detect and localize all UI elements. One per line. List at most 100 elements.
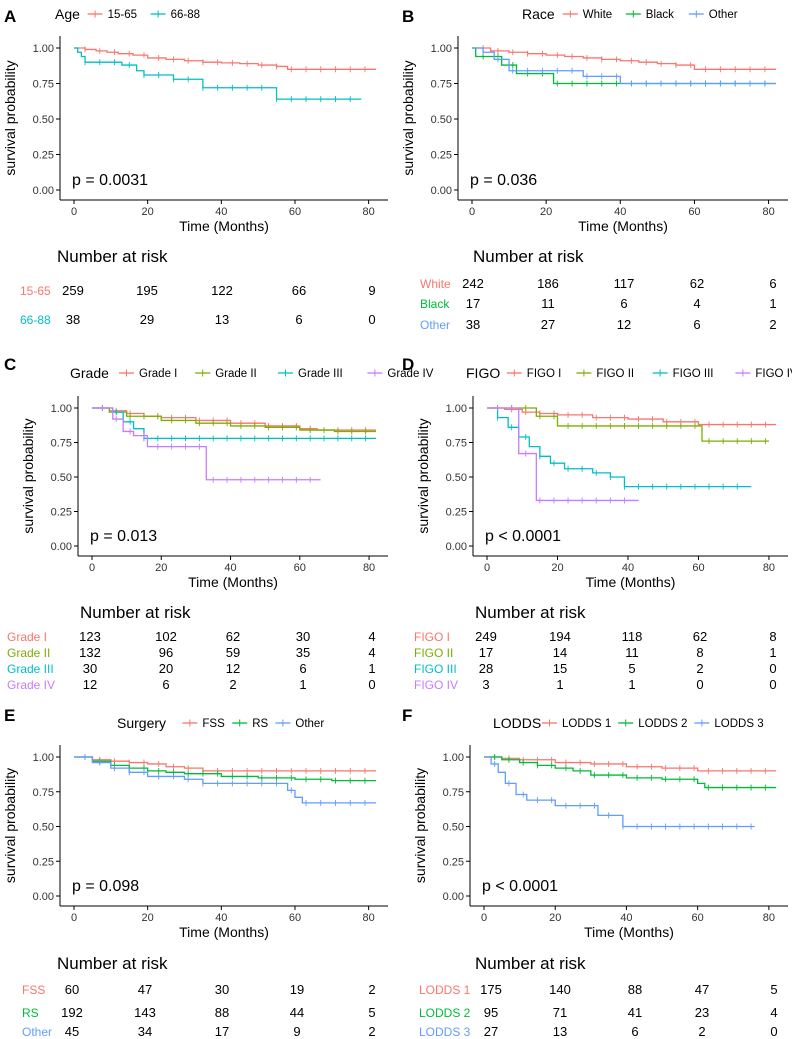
risk-row-label: Grade I bbox=[7, 630, 47, 644]
risk-count: 4 bbox=[693, 296, 700, 311]
survival-curves bbox=[487, 405, 776, 504]
risk-row-label: White bbox=[420, 277, 451, 291]
risk-row-label: 15-65 bbox=[20, 284, 51, 298]
risk-count: 28 bbox=[479, 661, 493, 676]
risk-count: 13 bbox=[553, 1024, 567, 1039]
panel-f: F LODDS LODDS 1 LODDS 2 LODDS 30.000.250.500… bbox=[402, 706, 788, 1039]
legend: Race White Black Other bbox=[522, 6, 738, 22]
legend-label: LODDS 3 bbox=[714, 718, 763, 730]
y-tick-label: 1.00 bbox=[33, 752, 54, 764]
risk-count: 11 bbox=[625, 645, 639, 660]
risk-row-label: 66-88 bbox=[20, 313, 51, 327]
risk-count: 5 bbox=[368, 1005, 375, 1020]
risk-count: 44 bbox=[290, 1005, 304, 1020]
x-tick-label: 80 bbox=[363, 562, 375, 574]
x-tick-label: 0 bbox=[481, 912, 487, 924]
km-curve-66-88 bbox=[74, 47, 362, 100]
p-value: p = 0.013 bbox=[90, 528, 157, 545]
y-tick-label: 0.00 bbox=[431, 185, 452, 197]
risk-count: 8 bbox=[696, 645, 703, 660]
x-tick-label: 40 bbox=[620, 912, 632, 924]
y-tick-label: 0.50 bbox=[33, 822, 54, 834]
legend: Surgery FSS RS Other bbox=[117, 715, 324, 731]
y-tick-label: 0.00 bbox=[33, 185, 54, 197]
legend-title: LODDS bbox=[493, 715, 541, 731]
risk-row-label: FIGO II bbox=[414, 646, 453, 660]
legend: FIGO FIGO I FIGO II FIGO III FIGO IV bbox=[466, 365, 792, 381]
x-tick-label: 40 bbox=[215, 912, 227, 924]
y-tick-label: 0.50 bbox=[446, 472, 467, 484]
risk-count: 35 bbox=[296, 645, 310, 660]
risk-count: 242 bbox=[462, 276, 484, 291]
km-curve-figo-iii bbox=[487, 407, 752, 488]
risk-row-label: FSS bbox=[22, 983, 45, 997]
y-tick-label: 0.25 bbox=[443, 856, 464, 868]
risk-count: 38 bbox=[66, 312, 80, 327]
risk-count: 30 bbox=[215, 982, 229, 997]
risk-count: 259 bbox=[62, 283, 84, 298]
km-curve-other bbox=[74, 756, 376, 804]
risk-count: 41 bbox=[628, 1005, 642, 1020]
axes: 0.00 0.25 0.50 0.75 1.00 0 20 40 60 80 survival pr… bbox=[20, 396, 388, 590]
risk-count: 195 bbox=[136, 283, 158, 298]
risk-count: 2 bbox=[368, 982, 375, 997]
risk-count: 2 bbox=[229, 677, 236, 692]
x-tick-label: 60 bbox=[688, 206, 700, 218]
risk-row-label: Other bbox=[22, 1025, 52, 1039]
risk-count: 0 bbox=[770, 1024, 777, 1039]
legend: Age 15-65 66-88 bbox=[55, 6, 200, 22]
x-tick-label: 80 bbox=[363, 206, 375, 218]
x-tick-label: 60 bbox=[289, 912, 301, 924]
risk-row-label: Grade II bbox=[7, 646, 50, 660]
risk-count: 30 bbox=[296, 629, 310, 644]
risk-count: 2 bbox=[698, 1024, 705, 1039]
risk-count: 8 bbox=[769, 629, 776, 644]
risk-table-title: Number at risk bbox=[473, 247, 584, 266]
y-axis-title: survival probability bbox=[2, 60, 18, 175]
panel-letter: C bbox=[4, 355, 16, 374]
x-tick-label: 20 bbox=[540, 206, 552, 218]
risk-count: 60 bbox=[65, 982, 79, 997]
x-axis-title: Time (Months) bbox=[179, 218, 269, 234]
risk-row-label: Grade IV bbox=[7, 678, 55, 692]
risk-table-title: Number at risk bbox=[57, 247, 168, 266]
p-value: p < 0.0001 bbox=[482, 878, 558, 895]
risk-count: 6 bbox=[162, 677, 169, 692]
risk-row-label: FIGO III bbox=[414, 662, 457, 676]
risk-count: 0 bbox=[368, 312, 375, 327]
legend-title: Age bbox=[55, 6, 80, 22]
survival-curves bbox=[74, 46, 376, 103]
risk-count: 66 bbox=[292, 283, 306, 298]
risk-count: 140 bbox=[549, 982, 571, 997]
risk-row-label: Grade III bbox=[7, 662, 54, 676]
y-axis-title: survival probability bbox=[20, 418, 36, 533]
km-curve-grade-i bbox=[92, 407, 376, 431]
y-tick-label: 0.50 bbox=[431, 114, 452, 126]
risk-count: 143 bbox=[134, 1005, 156, 1020]
risk-count: 20 bbox=[159, 661, 173, 676]
panel-letter: A bbox=[4, 7, 16, 26]
km-curve-figo-ii bbox=[487, 407, 769, 442]
legend-label: Grade I bbox=[139, 368, 177, 380]
p-value: p = 0.098 bbox=[72, 878, 139, 895]
risk-table-title: Number at risk bbox=[475, 603, 586, 622]
legend: LODDS LODDS 1 LODDS 2 LODDS 3 bbox=[493, 715, 764, 731]
y-tick-label: 0.25 bbox=[446, 507, 467, 519]
km-curve-figo-i bbox=[487, 407, 776, 426]
y-tick-label: 0.25 bbox=[51, 507, 72, 519]
y-tick-label: 0.00 bbox=[443, 891, 464, 903]
risk-count: 132 bbox=[79, 645, 101, 660]
km-curve-black bbox=[472, 47, 776, 85]
risk-count: 15 bbox=[553, 661, 567, 676]
axes: 0.00 0.25 0.50 0.75 1.00 0 20 40 60 80 survival pr… bbox=[400, 36, 788, 234]
risk-count: 17 bbox=[215, 1024, 229, 1039]
y-axis-title: survival probability bbox=[412, 768, 428, 883]
risk-count: 96 bbox=[159, 645, 173, 660]
x-tick-label: 0 bbox=[484, 562, 490, 574]
x-tick-label: 20 bbox=[142, 206, 154, 218]
risk-count: 13 bbox=[215, 312, 229, 327]
x-tick-label: 60 bbox=[294, 562, 306, 574]
x-tick-label: 60 bbox=[289, 206, 301, 218]
risk-row-label: FIGO IV bbox=[414, 678, 458, 692]
legend-label: Other bbox=[295, 718, 324, 730]
